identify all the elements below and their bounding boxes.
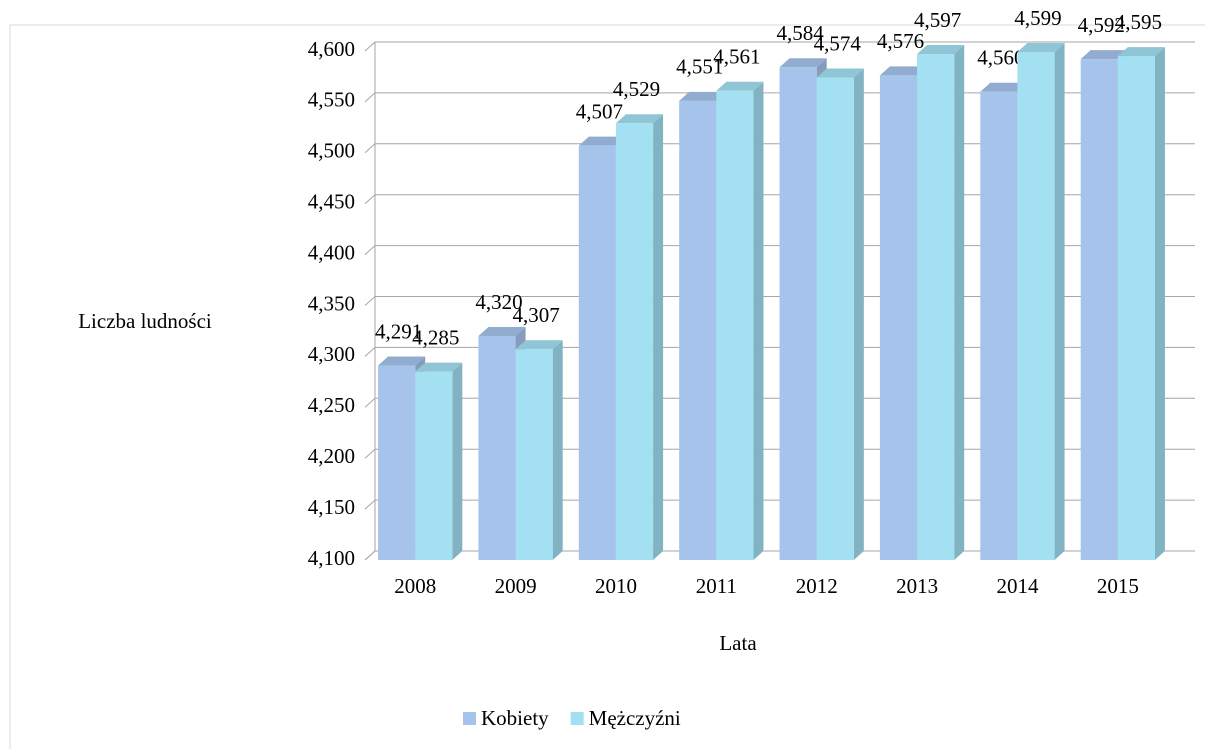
y-tick-label: 4,250 [308, 393, 355, 417]
legend-swatch [463, 712, 476, 725]
bar-front [779, 67, 817, 561]
bar-top [1080, 50, 1128, 60]
value-label: 4,599 [1014, 6, 1061, 30]
bar-front [716, 90, 754, 561]
bar-top [716, 81, 764, 91]
bar-top [578, 136, 626, 146]
bar-side [753, 81, 764, 561]
bar-top [378, 356, 426, 366]
bar [1017, 43, 1065, 560]
value-label: 4,597 [914, 8, 961, 32]
y-tick-label: 4,200 [308, 444, 355, 468]
bar-side [452, 362, 463, 560]
bar-front [378, 365, 416, 560]
y-tick-label: 4,350 [308, 291, 355, 315]
y-tick-label: 4,400 [308, 240, 355, 264]
y-tick-label: 4,450 [308, 190, 355, 214]
bar-front [679, 100, 717, 560]
bar-front [478, 336, 516, 560]
bar [917, 45, 965, 560]
bar-front [1017, 52, 1055, 560]
bar-front [879, 75, 918, 560]
value-label: 4,574 [814, 31, 862, 55]
bar-front [615, 123, 654, 560]
bar-top [980, 82, 1028, 92]
x-tick-label: 2015 [1097, 574, 1139, 598]
bar-front [816, 77, 854, 560]
legend-swatch [570, 712, 584, 725]
x-tick-label: 2008 [394, 574, 436, 598]
x-tick-label: 2013 [896, 574, 938, 598]
bar-top [515, 340, 563, 350]
x-tick-label: 2010 [595, 574, 637, 598]
bar-front [1117, 56, 1155, 561]
bar-top [415, 362, 463, 372]
y-axis-title: Liczba ludności [78, 309, 212, 333]
bar [515, 340, 563, 560]
bar [1117, 47, 1165, 561]
y-tick-label: 4,100 [308, 546, 355, 570]
value-label: 4,291 [375, 319, 422, 343]
bar-side [552, 340, 563, 560]
x-tick-label: 2014 [996, 574, 1039, 598]
bar [816, 68, 864, 560]
legend-label: Mężczyźni [589, 706, 681, 730]
bar-top [1017, 43, 1065, 53]
bar-front [578, 145, 616, 560]
value-label: 4,529 [613, 77, 660, 101]
bar-front [980, 91, 1018, 560]
bar-top [615, 114, 664, 124]
bar [415, 362, 463, 560]
bar-side [1154, 47, 1165, 560]
y-tick-label: 4,500 [308, 139, 355, 163]
bar-side [653, 114, 664, 560]
bar-front [1080, 59, 1118, 560]
bar-top [779, 58, 827, 68]
y-tick-label: 4,600 [308, 37, 355, 61]
value-label: 4,595 [1115, 10, 1162, 34]
bar-top [1117, 47, 1165, 57]
chart-border [9, 24, 1205, 749]
value-label: 4,584 [776, 21, 824, 45]
bar-top [879, 66, 928, 76]
x-tick-label: 2009 [495, 574, 537, 598]
bar-top [917, 45, 965, 55]
grid-line [364, 41, 1195, 52]
bar [615, 114, 664, 560]
bar-top [816, 68, 864, 78]
y-tick-label: 4,550 [308, 88, 355, 112]
value-label: 4,320 [475, 290, 522, 314]
legend-label: Kobiety [481, 706, 549, 730]
bar-top [679, 91, 727, 101]
value-label: 4,507 [576, 99, 623, 123]
value-label: 4,560 [977, 46, 1024, 70]
bar-front [917, 54, 955, 560]
value-label: 4,576 [877, 29, 924, 53]
x-tick-label: 2011 [696, 574, 737, 598]
bar-top [478, 327, 526, 337]
bar-side [853, 68, 864, 560]
x-axis-title: Lata [719, 631, 757, 655]
bar-side [1054, 43, 1065, 560]
y-tick-label: 4,300 [308, 342, 355, 366]
bar-front [515, 349, 553, 560]
value-label: 4,551 [676, 55, 723, 79]
x-tick-label: 2012 [796, 574, 838, 598]
value-label: 4,561 [713, 45, 760, 69]
value-label: 4,285 [412, 325, 459, 349]
value-label: 4,592 [1078, 13, 1125, 37]
y-tick-label: 4,150 [308, 495, 355, 519]
bar-front [415, 371, 453, 560]
bar-side [954, 45, 965, 560]
bar [716, 81, 764, 561]
value-label: 4,307 [513, 303, 560, 327]
